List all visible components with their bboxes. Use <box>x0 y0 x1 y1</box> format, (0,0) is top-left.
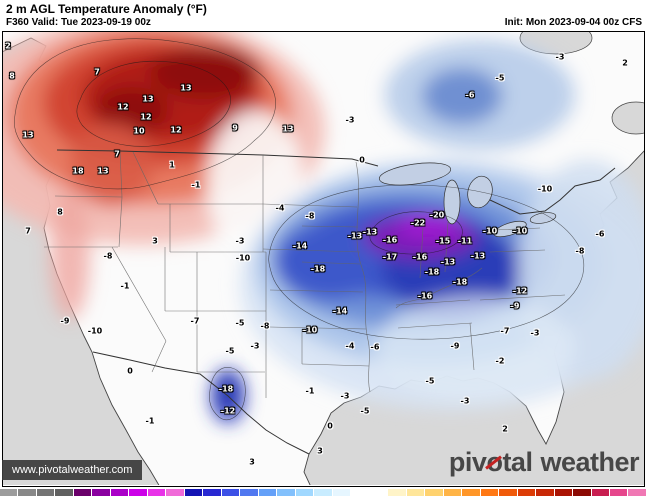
colorbar-swatch <box>591 489 610 496</box>
colorbar-swatch <box>18 489 37 496</box>
colorbar-swatch <box>573 489 592 496</box>
colorbar-swatch <box>221 489 241 496</box>
colorbar-swatch <box>388 489 407 496</box>
colorbar-swatch <box>129 489 148 496</box>
map-title: 2 m AGL Temperature Anomaly (°F) <box>6 2 207 16</box>
state-borders <box>44 150 566 398</box>
colorbar-swatch <box>36 489 56 496</box>
colorbar-swatch <box>517 489 537 496</box>
colorbar-swatch <box>277 489 296 496</box>
anomaly-map-svg <box>0 15 647 488</box>
great-lakes <box>378 162 557 238</box>
colorbar-swatch <box>258 489 278 496</box>
logo-o: o <box>486 447 503 477</box>
colorbar-swatch <box>332 489 352 496</box>
colorbar-swatch <box>240 489 259 496</box>
logo-part3: tal <box>502 447 533 477</box>
colorbar-swatch <box>314 489 333 496</box>
colorbar-swatch <box>55 489 74 496</box>
colorbar-swatch <box>110 489 130 496</box>
colorbar-swatch <box>369 489 389 496</box>
colorbar-swatch <box>443 489 463 496</box>
colorbar-swatch <box>351 489 370 496</box>
subheader-row: F360 Valid: Tue 2023-09-19 00z Init: Mon… <box>6 17 642 28</box>
map-canvas[interactable] <box>0 15 647 488</box>
contour-lines <box>14 38 585 421</box>
colorbar-swatch <box>147 489 167 496</box>
colorbar-swatch <box>554 489 574 496</box>
colorbar-swatch <box>462 489 481 496</box>
colorbar-swatch <box>628 489 647 496</box>
colorbar-swatch <box>406 489 426 496</box>
colorbar-swatch <box>92 489 111 496</box>
colorbar-swatch <box>480 489 500 496</box>
pivotal-weather-logo: pivotal weather <box>448 447 640 478</box>
colorbar-swatch <box>0 489 19 496</box>
valid-time-text: F360 Valid: Tue 2023-09-19 00z <box>6 17 151 28</box>
logo-part1: piv <box>448 447 487 477</box>
init-time-text: Init: Mon 2023-09-04 00z CFS <box>504 17 642 28</box>
colorbar-swatch <box>295 489 315 496</box>
color-scale-bar <box>0 489 647 500</box>
colorbar-swatch <box>166 489 185 496</box>
colorbar-swatch <box>203 489 222 496</box>
colorbar-swatch <box>73 489 93 496</box>
colorbar-swatch <box>425 489 444 496</box>
header-bar: 2 m AGL Temperature Anomaly (°F) F360 Va… <box>0 0 647 31</box>
colorbar-swatch <box>609 489 629 496</box>
watermark-link[interactable]: www.pivotalweather.com <box>2 460 143 480</box>
colorbar-swatch <box>184 489 204 496</box>
colorbar-swatch <box>499 489 518 496</box>
logo-part4: weather <box>540 447 639 477</box>
colorbar-swatch <box>536 489 555 496</box>
